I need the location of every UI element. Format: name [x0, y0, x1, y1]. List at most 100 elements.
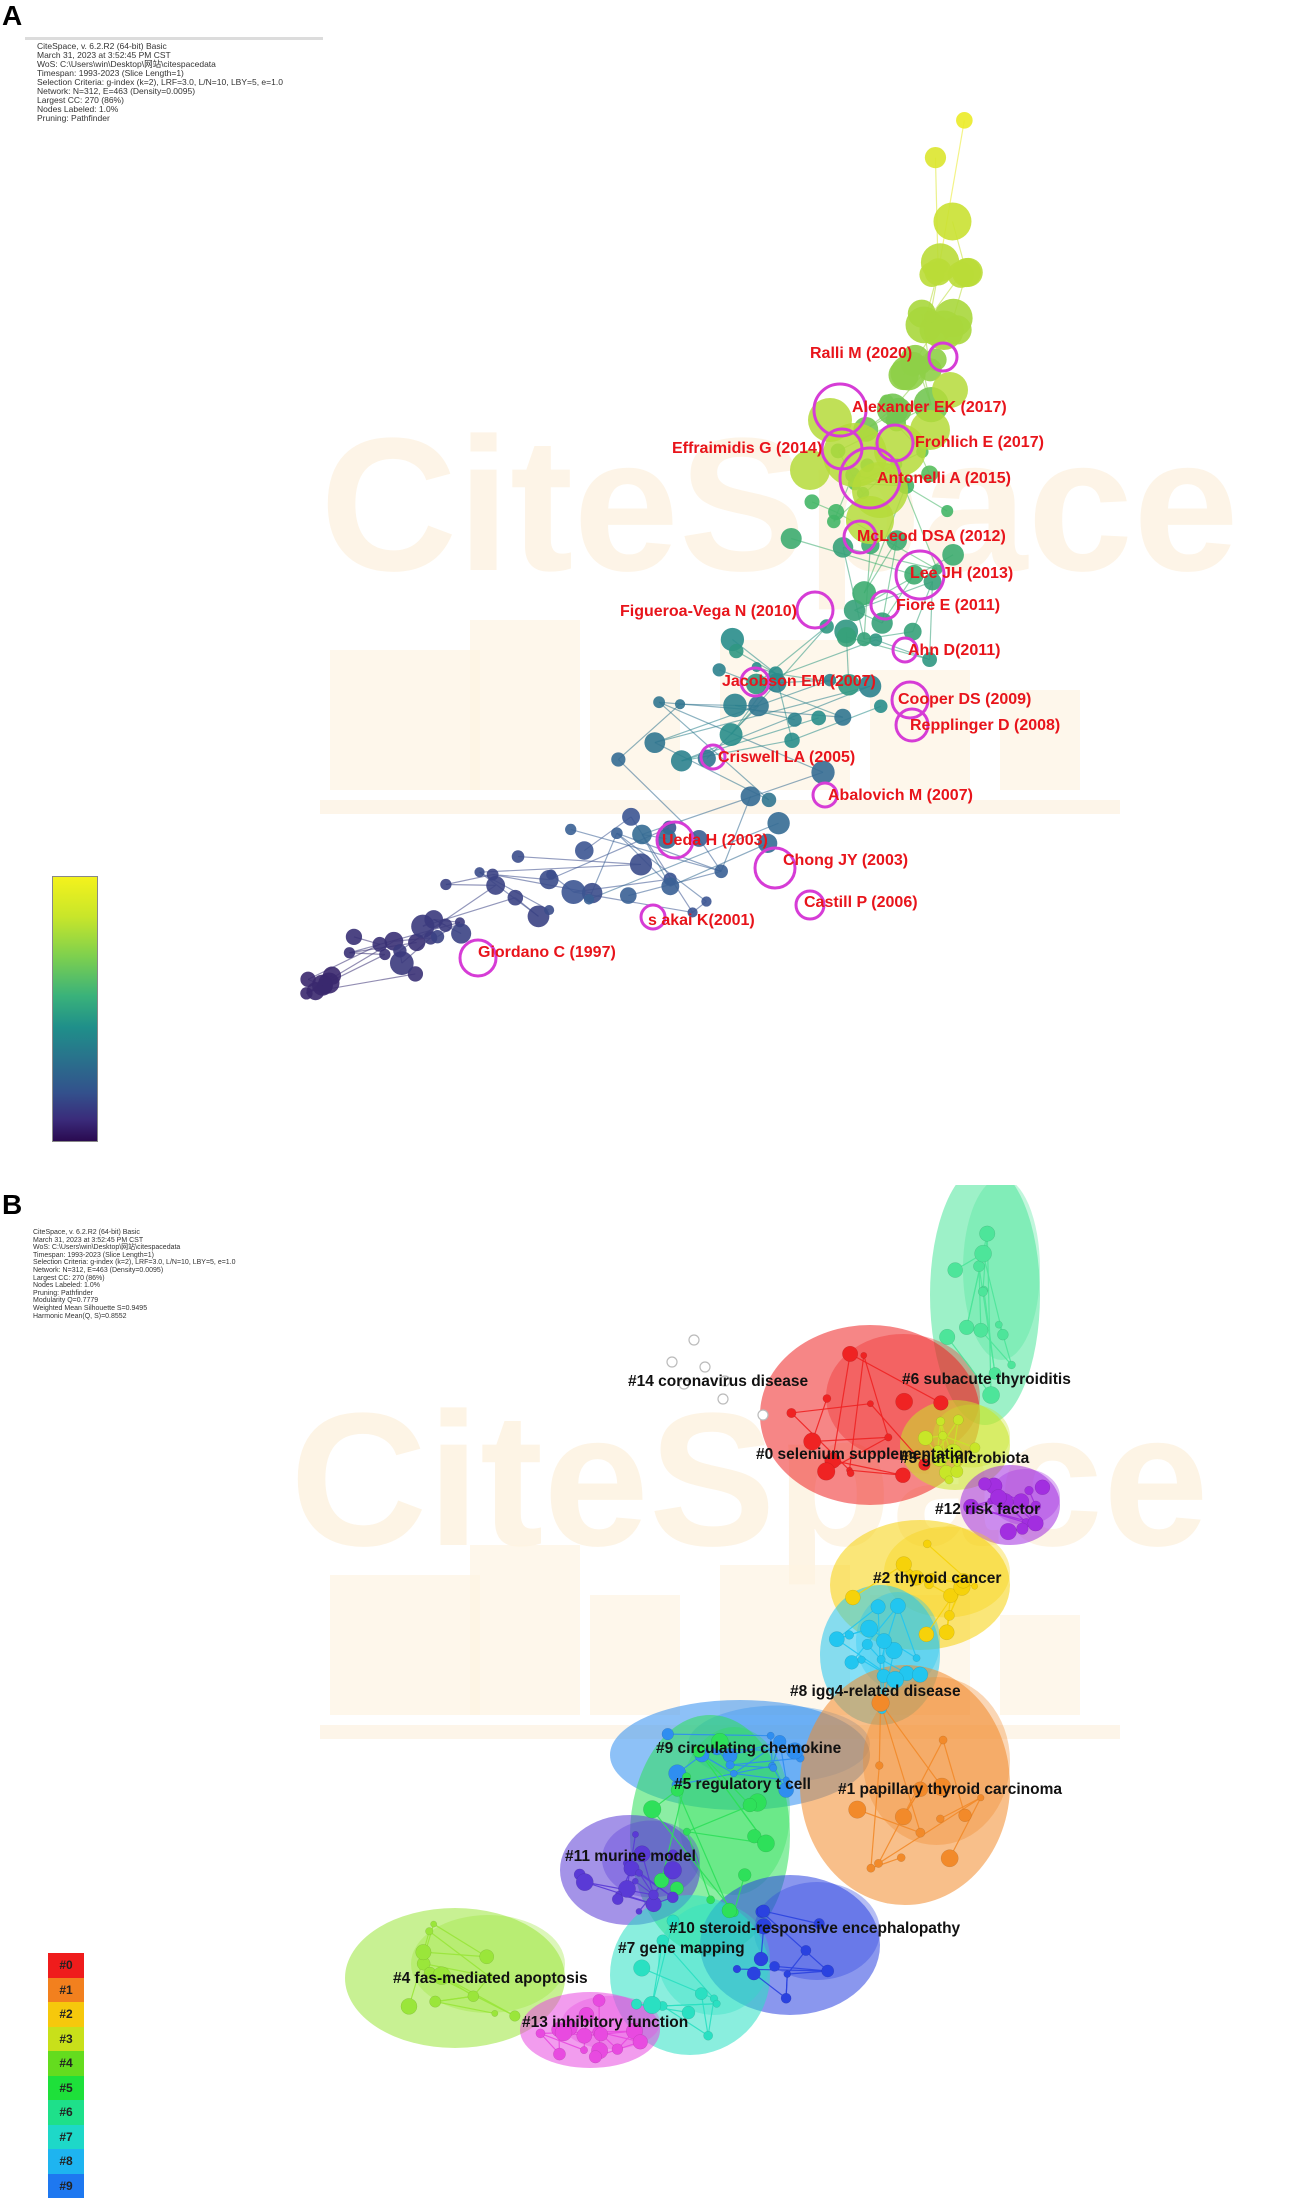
cluster-node [822, 1965, 834, 1977]
legend-swatch: #3 [48, 2027, 84, 2052]
cluster-node [636, 1908, 642, 1914]
cluster-node [995, 1321, 1002, 1328]
reference-label: Jacobson EM (2007) [722, 673, 876, 690]
reference-label: s akai K(2001) [648, 912, 755, 929]
cluster-node [425, 1927, 433, 1935]
reference-node [714, 865, 728, 879]
reference-node [393, 944, 406, 957]
cluster-node [936, 1417, 945, 1426]
cluster-node [689, 1335, 699, 1345]
cluster-node [877, 1655, 885, 1663]
cluster-label: #3 gut microbiota [900, 1450, 1030, 1467]
reference-label: Cooper DS (2009) [898, 691, 1031, 708]
reference-node [781, 528, 802, 549]
cluster-node [431, 1921, 437, 1927]
reference-label: Effraimidis G (2014) [672, 440, 822, 457]
watermark-block [1000, 1615, 1080, 1715]
cluster-node [593, 1994, 605, 2006]
watermark-bar [320, 800, 1120, 814]
watermark: CiteSpace [320, 399, 1239, 611]
cluster-node [933, 1396, 948, 1411]
cluster-label: #12 risk factor [935, 1501, 1040, 1518]
cluster-node [492, 2010, 498, 2016]
reference-node [632, 825, 652, 845]
cluster-color-legend: #0#1#2#3#4#5#6#7#8#9 [48, 1953, 84, 2198]
cluster-node [939, 1736, 947, 1744]
cluster-node [757, 1835, 774, 1852]
reference-node [748, 696, 769, 717]
cluster-node [726, 1761, 734, 1769]
reference-node [762, 793, 777, 808]
co-citation-network: CiteSpace Ralli M (2020) Alexander EK (20… [0, 0, 1297, 1170]
cluster-node [862, 1639, 873, 1650]
reference-label: Ahn D(2011) [908, 642, 1000, 659]
reference-label: Chong JY (2003) [783, 852, 908, 869]
cluster-node [997, 1329, 1008, 1340]
cluster-node [718, 1394, 728, 1404]
cluster-node [700, 1362, 710, 1372]
reference-node [508, 890, 524, 906]
reference-label: Ralli M (2020) [810, 345, 912, 362]
reference-node [622, 808, 640, 826]
reference-node [323, 967, 341, 985]
legend-swatch: #0 [48, 1953, 84, 1978]
cluster-node [953, 1415, 963, 1425]
reference-node [487, 869, 499, 881]
cluster-node [695, 1988, 707, 2000]
cluster-node [643, 1996, 661, 2014]
reference-node [565, 824, 576, 835]
cluster-node [861, 1352, 867, 1358]
cluster-node [912, 1667, 928, 1683]
reference-node [611, 752, 625, 766]
reference-node [723, 694, 747, 718]
legend-swatch: #9 [48, 2174, 84, 2198]
cluster-node [867, 1864, 875, 1872]
reference-node [431, 930, 444, 943]
cluster-node [633, 2035, 648, 2050]
cluster-node [823, 1394, 831, 1402]
reference-label: Lee JH (2013) [910, 565, 1013, 582]
cluster-node [895, 1808, 912, 1825]
reference-node [857, 632, 871, 646]
legend-swatch: #8 [48, 2149, 84, 2174]
cluster-node [757, 1905, 770, 1918]
cluster-node [649, 1890, 659, 1900]
cluster-node [936, 1815, 944, 1823]
cluster-node [787, 1408, 797, 1418]
watermark-block [470, 1545, 580, 1715]
reference-node [307, 982, 325, 1000]
legend-swatch: #5 [48, 2076, 84, 2101]
reference-node [440, 879, 451, 890]
watermark-block [590, 670, 680, 790]
watermark-block [590, 1595, 680, 1715]
reference-node [941, 505, 953, 517]
cluster-node [874, 1859, 882, 1867]
reference-node [720, 723, 743, 746]
cluster-node [890, 1598, 905, 1613]
cluster-node [1035, 1480, 1050, 1495]
cluster-label: #13 inhibitory function [522, 2014, 688, 2031]
reference-node [837, 627, 857, 647]
cluster-node [743, 1798, 757, 1812]
cluster-node [770, 1764, 777, 1771]
cluster-node [845, 1655, 859, 1669]
reference-node [675, 699, 685, 709]
cluster-node [754, 1952, 768, 1966]
reference-node [874, 700, 887, 713]
reference-node [620, 887, 637, 904]
cluster-node [945, 1476, 953, 1484]
reference-label: Repplinger D (2008) [910, 717, 1060, 734]
cluster-label: #11 murine model [565, 1848, 696, 1865]
cluster-node [576, 1874, 593, 1891]
cluster-node [829, 1632, 844, 1647]
reference-node [869, 633, 882, 646]
reference-label: Alexander EK (2017) [852, 399, 1007, 416]
reference-node [411, 915, 434, 938]
legend-swatch: #1 [48, 1978, 84, 2003]
cluster-node [845, 1590, 860, 1605]
cluster-node [1025, 1486, 1034, 1495]
reference-label: Frohlich E (2017) [915, 434, 1044, 451]
cluster-label: #5 regulatory t cell [674, 1776, 811, 1793]
cluster-node [847, 1470, 854, 1477]
